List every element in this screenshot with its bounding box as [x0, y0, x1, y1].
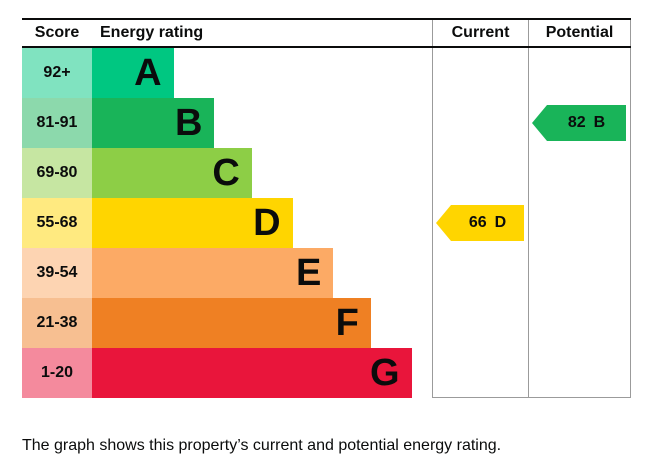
band-score: 21-38 [22, 298, 92, 348]
band-bar-area: G [92, 348, 432, 398]
band-bar-area: B [92, 98, 432, 148]
current-rating-arrow: 66 D [436, 205, 524, 241]
band-row-f: 21-38 F [22, 298, 432, 348]
header-score: Score [34, 24, 80, 41]
band-bar: C [92, 148, 252, 198]
band-row-b: 81-91 B [22, 98, 432, 148]
band-letter: C [212, 152, 240, 194]
potential-rating-arrow: 82 B [532, 105, 626, 141]
band-row-e: 39-54 E [22, 248, 432, 298]
band-letter: G [370, 352, 400, 394]
current-rating-value: 66 [468, 214, 487, 231]
band-row-d: 55-68 D [22, 198, 432, 248]
band-bar: A [92, 48, 174, 98]
potential-rating-letter: B [593, 114, 606, 131]
band-bar-area: C [92, 148, 432, 198]
rating-bands: 92+ A 81-91 B 69-8 [22, 48, 432, 398]
band-score: 55-68 [22, 198, 92, 248]
chart-header-row: Score Energy rating Current Potential [22, 18, 631, 48]
band-score: 69-80 [22, 148, 92, 198]
band-letter: E [296, 252, 322, 294]
header-potential: Potential [528, 20, 631, 46]
band-letter: B [174, 102, 203, 144]
potential-rating-value: 82 [567, 114, 586, 131]
potential-column: 82 B [528, 48, 631, 398]
current-column: 66 D [432, 48, 528, 398]
band-letter: A [134, 52, 162, 94]
band-bar: F [92, 298, 371, 348]
band-letter: F [335, 302, 359, 344]
band-score: 39-54 [22, 248, 92, 298]
chart-body: 92+ A 81-91 B 69-8 [22, 48, 631, 398]
band-score: 92+ [22, 48, 92, 98]
band-row-c: 69-80 C [22, 148, 432, 198]
band-bar: D [92, 198, 293, 248]
band-letter: D [253, 202, 281, 244]
band-bar: B [92, 98, 215, 148]
header-energy-rating: Energy rating [100, 24, 204, 41]
current-rating-letter: D [494, 214, 507, 231]
band-bar: E [92, 248, 334, 298]
band-score: 81-91 [22, 98, 92, 148]
epc-chart: Score Energy rating Current Potential 92… [22, 18, 631, 398]
band-row-a: 92+ A [22, 48, 432, 98]
band-bar-area: E [92, 248, 432, 298]
chart-caption: The graph shows this property’s current … [22, 437, 502, 454]
band-bar-area: F [92, 298, 432, 348]
header-current: Current [432, 20, 528, 46]
band-bar: G [92, 348, 412, 398]
band-score: 1-20 [22, 348, 92, 398]
band-bar-area: A [92, 48, 432, 98]
band-row-g: 1-20 G [22, 348, 432, 398]
band-bar-area: D [92, 198, 432, 248]
